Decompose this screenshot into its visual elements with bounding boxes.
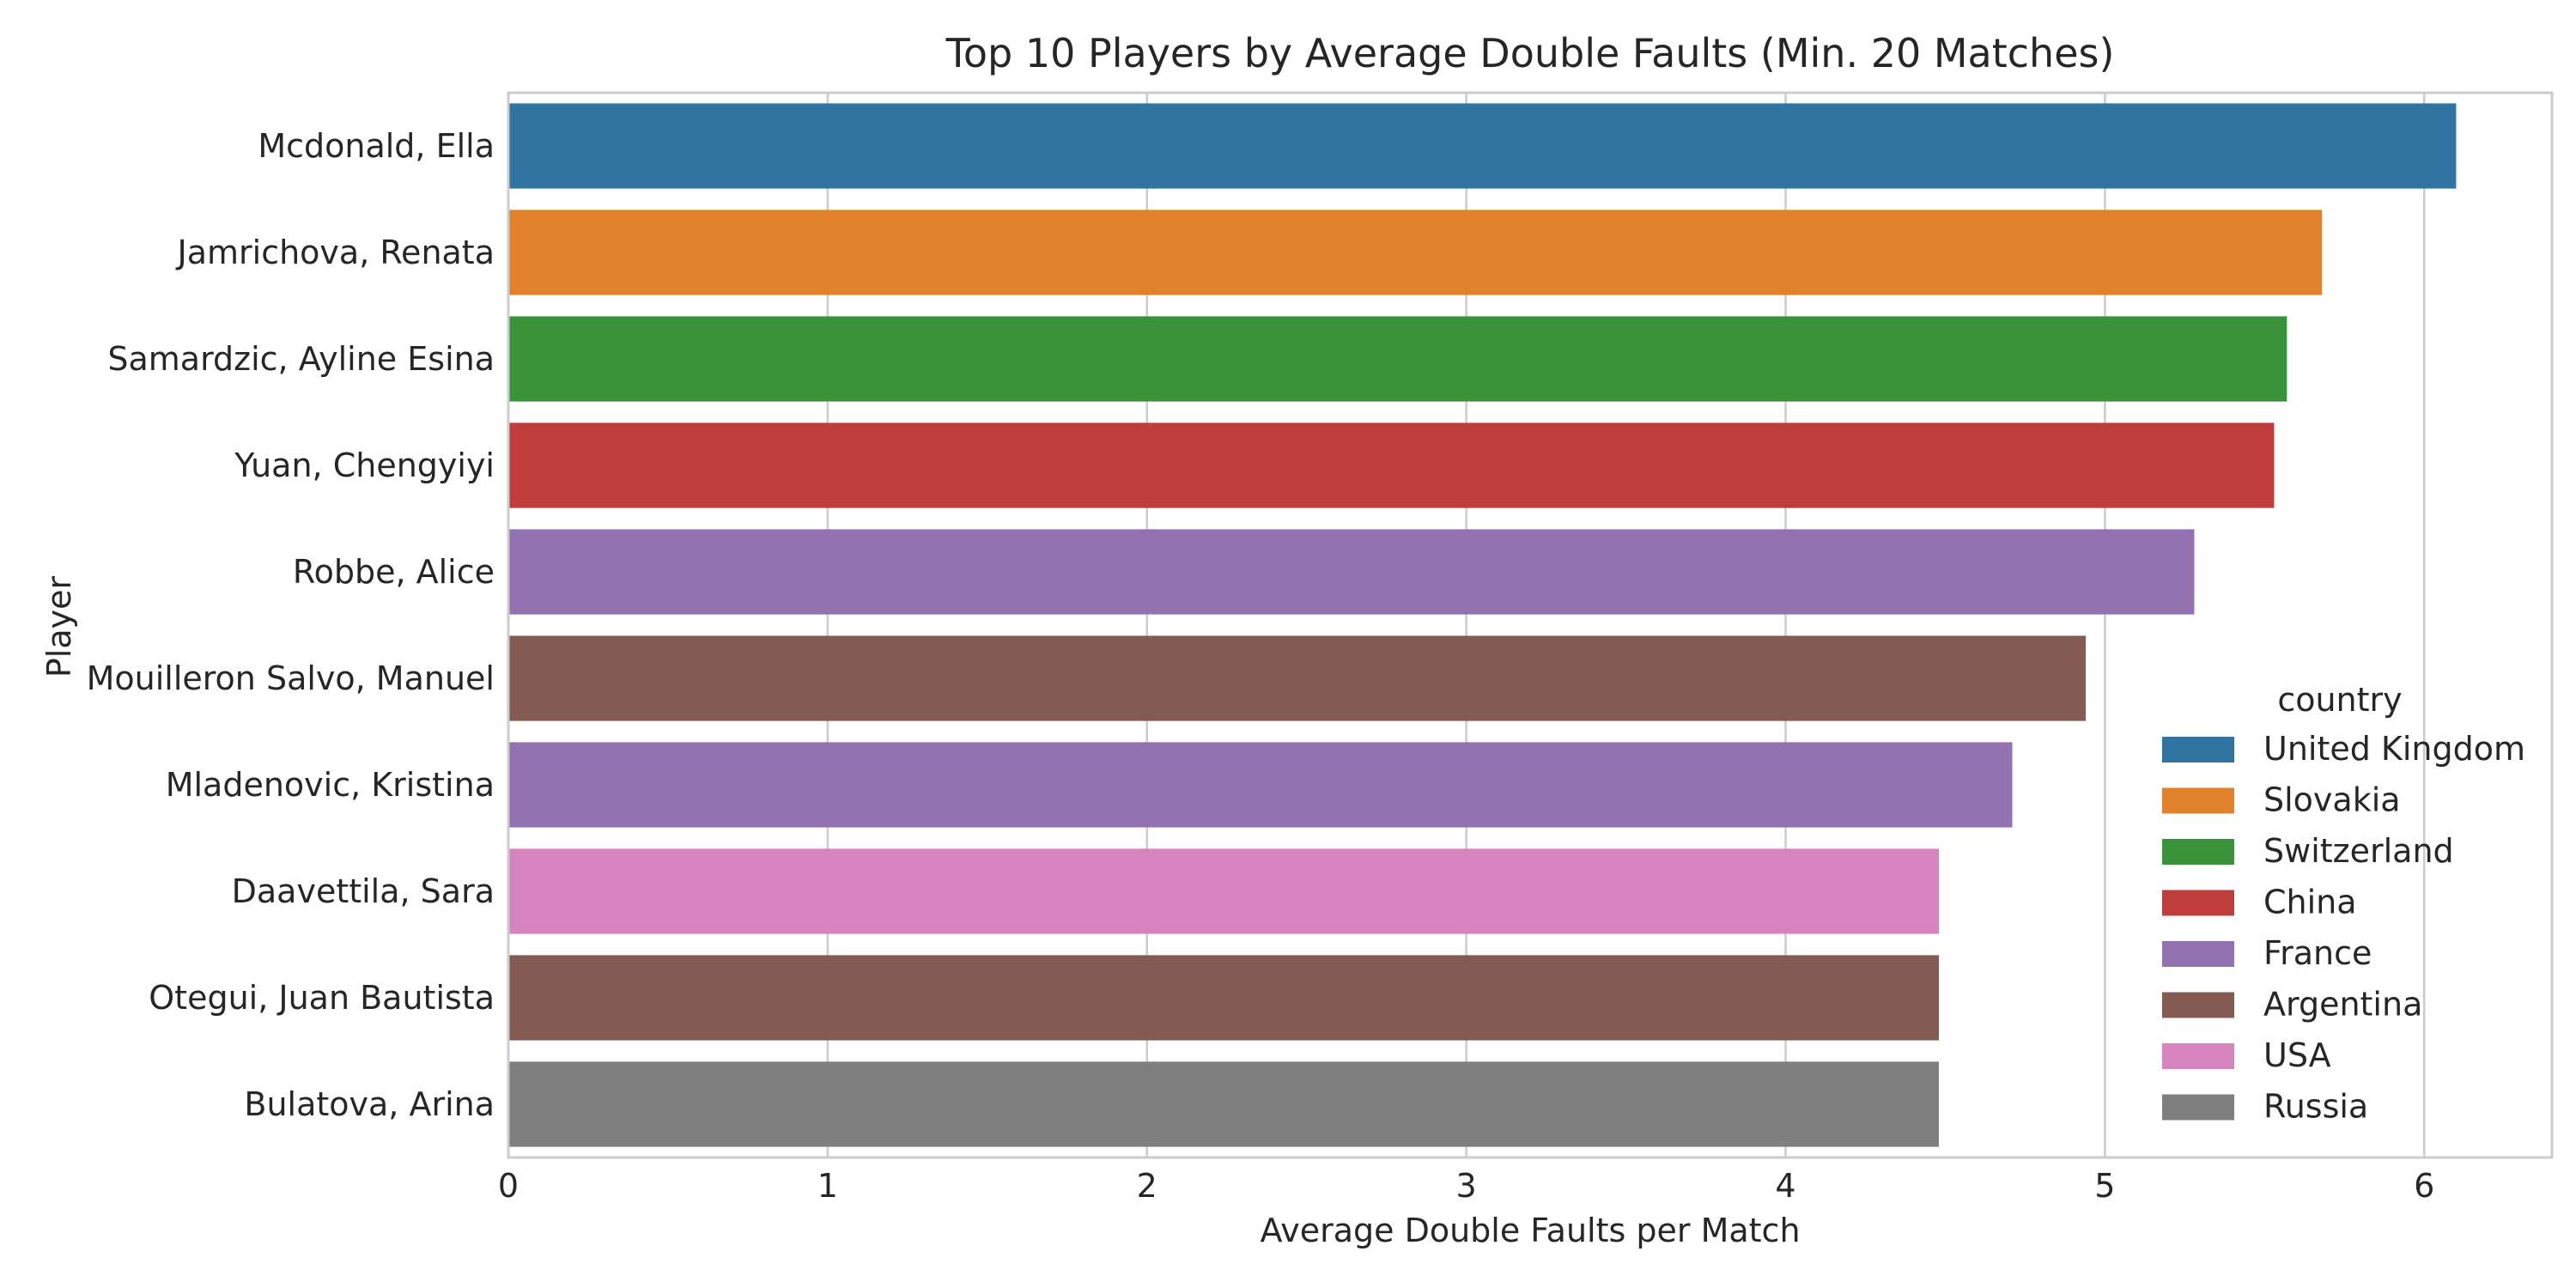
plot-frame <box>507 91 2554 1159</box>
x-tick-label: 5 <box>2094 1167 2115 1205</box>
legend-swatch <box>2162 1043 2234 1069</box>
y-axis-label: Player <box>40 575 78 677</box>
legend-label: Argentina <box>2263 986 2422 1024</box>
x-tick-label: 4 <box>1775 1167 1795 1205</box>
legend-swatch <box>2162 737 2234 762</box>
bar <box>508 529 2195 615</box>
legend-label: China <box>2263 884 2357 921</box>
y-tick-label: Bulatova, Arina <box>244 1085 495 1123</box>
bar <box>508 1061 1939 1147</box>
y-tick-label: Otegui, Juan Bautista <box>149 979 495 1017</box>
legend-label: Russia <box>2263 1088 2368 1126</box>
x-axis-label: Average Double Faults per Match <box>1260 1212 1800 1249</box>
bar <box>508 742 2013 828</box>
x-tick-label: 0 <box>498 1167 519 1205</box>
x-tick-label: 1 <box>817 1167 838 1205</box>
y-tick-label: Mladenovic, Kristina <box>166 766 495 804</box>
legend-label: Switzerland <box>2263 832 2454 870</box>
x-axis-ticks: 0 1 2 3 4 5 6 <box>498 1167 2434 1205</box>
x-tick-label: 3 <box>1456 1167 1477 1205</box>
y-tick-label: Mcdonald, Ella <box>258 127 495 165</box>
bar <box>508 635 2087 721</box>
bars <box>508 103 2457 1147</box>
legend-title: country <box>2277 681 2402 719</box>
bar <box>508 955 1939 1041</box>
legend-swatch <box>2162 992 2234 1018</box>
x-tick-label: 6 <box>2414 1167 2434 1205</box>
legend-swatch <box>2162 941 2234 967</box>
legend-label: United Kingdom <box>2263 730 2525 768</box>
y-tick-label: Samardzic, Ayline Esina <box>107 340 495 378</box>
legend: country United Kingdom Slovakia Switzerlan… <box>2162 681 2525 1126</box>
y-tick-label: Daavettila, Sara <box>232 872 495 910</box>
bar <box>508 422 2275 508</box>
legend-swatch <box>2162 890 2234 916</box>
legend-swatch <box>2162 839 2234 865</box>
bar <box>508 848 1939 934</box>
legend-swatch <box>2162 1094 2234 1121</box>
y-axis-ticks: Mcdonald, Ella Jamrichova, Renata Samardzi… <box>87 127 495 1123</box>
legend-label: France <box>2263 934 2372 972</box>
bar <box>508 103 2457 189</box>
y-tick-label: Yuan, Chengyiyi <box>234 447 495 484</box>
x-tick-label: 2 <box>1137 1167 1157 1205</box>
legend-swatch <box>2162 787 2234 814</box>
legend-label: USA <box>2263 1036 2331 1074</box>
legend-label: Slovakia <box>2263 781 2401 819</box>
y-tick-label: Mouilleron Salvo, Manuel <box>87 659 495 697</box>
y-tick-label: Jamrichova, Renata <box>176 234 495 271</box>
bar <box>508 316 2287 402</box>
chart-title: Top 10 Players by Average Double Faults … <box>945 30 2115 76</box>
bar <box>508 210 2323 295</box>
y-tick-label: Robbe, Alice <box>293 553 495 591</box>
